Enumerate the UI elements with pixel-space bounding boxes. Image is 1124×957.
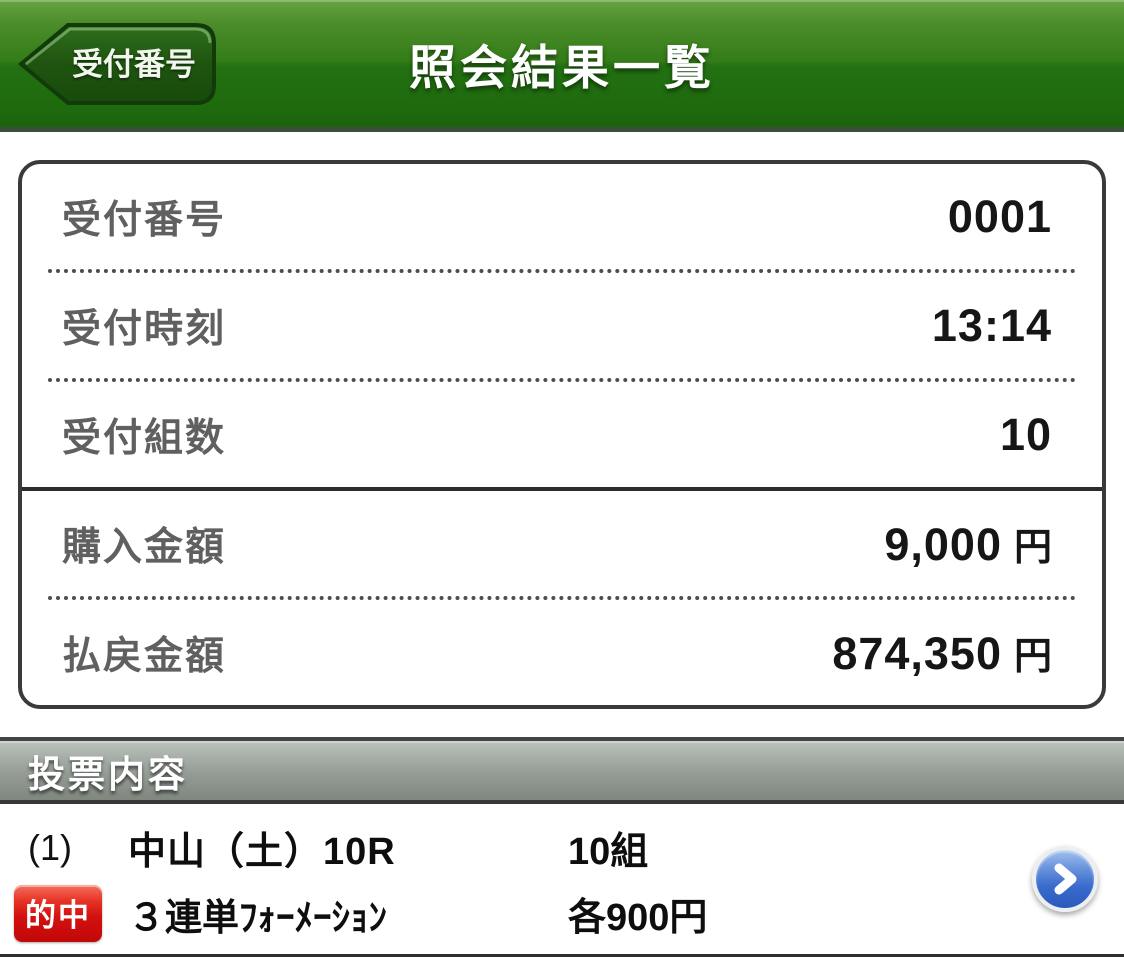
chevron-right-icon xyxy=(1054,863,1077,895)
dotted-divider xyxy=(48,596,1076,600)
back-button[interactable]: 受付番号 xyxy=(14,18,222,110)
bet-race: 中山（土）10R xyxy=(128,831,396,873)
section-title: 投票内容 xyxy=(28,753,188,795)
bet-result: 的中 xyxy=(0,885,128,942)
bet-unit-amount: 各900円 xyxy=(568,897,708,939)
section-header-bets: 投票内容 xyxy=(0,737,1124,804)
bet-index: (1) xyxy=(28,826,72,868)
bet-item-grid: (1) 中山（土）10R 10組 的中 ３連単ﾌｫｰﾒｰｼｮﾝ 各900円 xyxy=(0,820,1124,942)
bet-sets-count: 10組 xyxy=(568,831,649,873)
header-bar: 受付番号 照会結果一覧 xyxy=(0,0,1124,132)
row-label: 受付時刻 xyxy=(62,307,227,351)
row-value: 9,000 xyxy=(884,519,1002,570)
bet-type: ３連単ﾌｫｰﾒｰｼｮﾝ xyxy=(128,896,387,938)
summary-row-receipt-number: 受付番号 0001 xyxy=(22,164,1102,269)
receipt-info-group: 受付番号 0001 受付時刻 13:14 受付組数 10 xyxy=(22,164,1102,487)
bet-list-item[interactable]: (1) 中山（土）10R 10組 的中 ３連単ﾌｫｰﾒｰｼｮﾝ 各900円 xyxy=(0,804,1124,957)
row-value: 13:14 xyxy=(931,299,1052,351)
summary-row-receipt-sets: 受付組数 10 xyxy=(22,382,1102,487)
row-value: 874,350 xyxy=(832,628,1002,679)
summary-row-payout-amount: 払戻金額 874,350 円 xyxy=(22,600,1102,705)
row-value: 10 xyxy=(999,408,1052,460)
amounts-group: 購入金額 9,000 円 払戻金額 874,350 円 xyxy=(22,487,1102,705)
summary-row-purchase-amount: 購入金額 9,000 円 xyxy=(22,491,1102,596)
receipt-summary-card: 受付番号 0001 受付時刻 13:14 受付組数 10 購入金額 xyxy=(18,160,1106,709)
summary-row-receipt-time: 受付時刻 13:14 xyxy=(22,273,1102,378)
back-button-label: 受付番号 xyxy=(72,46,196,82)
bet-detail-button[interactable] xyxy=(1032,846,1098,912)
page-title: 照会結果一覧 xyxy=(409,41,715,94)
row-label: 購入金額 xyxy=(62,525,227,569)
row-unit: 円 xyxy=(1013,527,1052,569)
dotted-divider xyxy=(48,378,1076,382)
row-value: 0001 xyxy=(947,190,1052,242)
row-unit: 円 xyxy=(1013,636,1052,678)
row-label: 払戻金額 xyxy=(62,634,227,678)
row-label: 受付組数 xyxy=(62,416,227,460)
back-arrow-icon xyxy=(17,23,216,105)
hit-badge: 的中 xyxy=(14,885,102,942)
dotted-divider xyxy=(48,269,1076,273)
row-label: 受付番号 xyxy=(62,198,227,242)
